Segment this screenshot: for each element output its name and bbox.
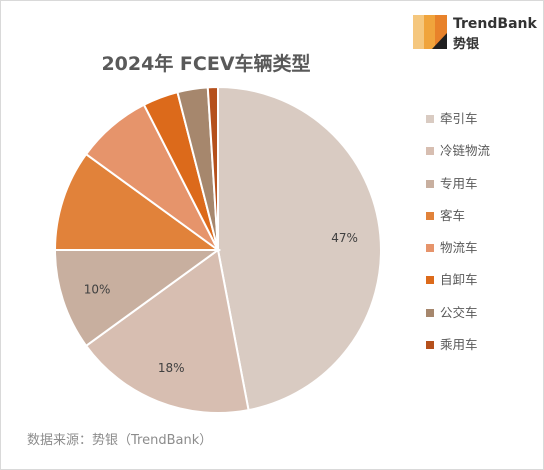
legend-item: 客车 [426,208,490,224]
legend-swatch [426,179,434,188]
pie-data-label-3: 10% [84,282,111,296]
legend-label: 物流车 [440,240,478,256]
trendbank-logo: TrendBank 势银 [413,15,539,52]
pie-slice-8 [206,85,219,251]
legend-label: 牵引车 [440,111,478,126]
data-source-note: 数据来源：势银（TrendBank） [27,433,213,448]
logo-bar-1 [413,15,425,49]
legend-label: 专用车 [440,175,478,191]
pie-slice-2 [84,248,250,414]
logo-bar-2 [424,15,436,49]
pie-chart: 47% 18% 10% [53,85,382,414]
chart-title: 2024年 FCEV车辆类型 [101,53,311,75]
legend-swatch [426,276,434,285]
logo-subtitle: 势银 [453,37,480,52]
chart-legend: 牵引车冷链物流专用车客车物流车自卸车公交车乘用车 [426,111,490,369]
legend-item: 乘用车 [426,337,490,353]
legend-swatch [426,341,434,350]
legend-swatch [426,308,434,317]
legend-swatch [426,211,434,220]
logo-corner [432,33,447,49]
legend-item: 冷链物流 [426,143,490,159]
legend-item: 公交车 [426,305,490,321]
legend-swatch [426,147,434,156]
trendbank-logo-mark-icon [413,15,447,49]
pie-slice-3 [53,249,222,348]
pie-data-label-2: 18% [158,361,185,375]
logo-name: TrendBank [453,16,537,32]
legend-item: 牵引车 [426,111,490,127]
legend-label: 自卸车 [440,272,478,288]
legend-swatch [426,115,434,123]
legend-label: 乘用车 [440,337,478,353]
legend-item: 专用车 [426,176,490,192]
pie-slice-1 [217,85,382,412]
legend-label: 冷链物流 [440,143,491,159]
pie-data-label-1: 47% [331,231,358,245]
pie-slice-4 [53,152,222,251]
legend-item: 物流车 [426,240,490,256]
legend-item: 自卸车 [426,272,490,288]
legend-label: 公交车 [440,304,478,320]
legend-swatch [426,244,434,253]
legend-label: 客车 [440,207,466,223]
